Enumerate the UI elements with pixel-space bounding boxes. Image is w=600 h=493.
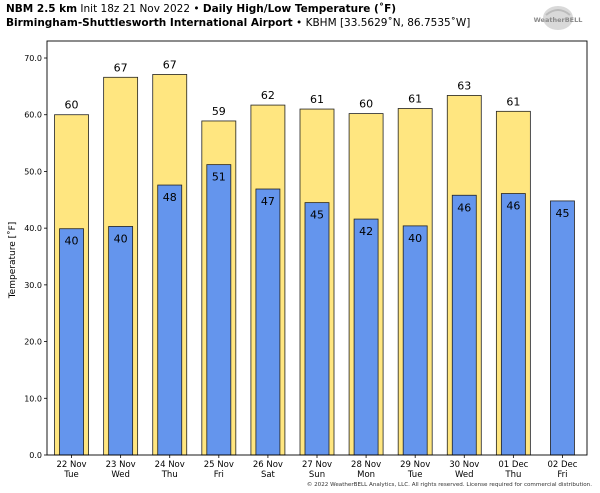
low-temp-label: 47 bbox=[261, 195, 275, 208]
low-temp-label: 40 bbox=[65, 235, 79, 248]
x-tick-day: Thu bbox=[161, 470, 178, 480]
high-temp-label: 61 bbox=[310, 93, 324, 106]
x-tick-day: Tue bbox=[407, 470, 423, 480]
plot-frame bbox=[46, 40, 588, 456]
x-tick-day: Fri bbox=[557, 470, 567, 480]
low-temp-label: 51 bbox=[212, 171, 226, 184]
station-name: Birmingham-Shuttlesworth International A… bbox=[6, 17, 293, 29]
high-temp-label: 63 bbox=[457, 79, 471, 92]
y-tick-label: 70.0 bbox=[24, 54, 42, 63]
high-temp-label: 62 bbox=[261, 89, 275, 102]
x-tick-date: 26 Nov bbox=[253, 460, 283, 470]
x-tick-date: 22 Nov bbox=[56, 460, 86, 470]
copyright-footer: © 2022 WeatherBELL Analytics, LLC. All r… bbox=[306, 482, 592, 488]
x-tick-day: Thu bbox=[504, 470, 521, 480]
x-tick-date: 27 Nov bbox=[302, 460, 332, 470]
low-temp-label: 40 bbox=[114, 232, 128, 245]
x-tick-day: Mon bbox=[357, 470, 375, 480]
x-tick-date: 24 Nov bbox=[155, 460, 185, 470]
low-temp-label: 45 bbox=[555, 207, 569, 220]
low-temp-bar bbox=[157, 184, 183, 456]
weatherbell-logo: WeatherBELL bbox=[534, 6, 583, 30]
low-temp-bar bbox=[255, 188, 281, 456]
x-tick-day: Fri bbox=[214, 470, 224, 480]
x-tick-date: 25 Nov bbox=[204, 460, 234, 470]
separator: • bbox=[193, 3, 200, 15]
low-temp-bar bbox=[451, 194, 477, 456]
low-temp-label: 42 bbox=[359, 225, 373, 238]
x-tick-date: 01 Dec bbox=[498, 460, 528, 470]
product-title: Daily High/Low Temperature (˚F) bbox=[202, 3, 397, 15]
low-temp-label: 46 bbox=[506, 200, 520, 213]
high-temp-label: 59 bbox=[212, 105, 226, 118]
y-tick-label: 30.0 bbox=[24, 281, 42, 290]
x-tick-day: Sat bbox=[261, 470, 276, 480]
high-temp-label: 60 bbox=[359, 98, 373, 111]
init-time: Init 18z 21 Nov 2022 bbox=[80, 3, 191, 15]
high-temp-label: 67 bbox=[114, 61, 128, 74]
x-tick-date: 30 Nov bbox=[449, 460, 479, 470]
low-temp-label: 40 bbox=[408, 232, 422, 245]
x-tick-date: 23 Nov bbox=[106, 460, 136, 470]
high-temp-label: 60 bbox=[65, 99, 79, 112]
low-temp-label: 46 bbox=[457, 201, 471, 214]
x-tick-day: Tue bbox=[63, 470, 79, 480]
low-temp-label: 48 bbox=[163, 191, 177, 204]
chart-header-line2: Birmingham-Shuttlesworth International A… bbox=[6, 17, 470, 29]
model-name: NBM 2.5 km bbox=[6, 3, 78, 15]
high-temp-label: 61 bbox=[408, 92, 422, 105]
low-temp-bar bbox=[304, 202, 330, 456]
x-tick-date: 02 Dec bbox=[547, 460, 577, 470]
low-temp-bar bbox=[353, 218, 379, 456]
low-temp-label: 45 bbox=[310, 209, 324, 222]
logo-arc bbox=[545, 9, 571, 16]
y-tick-label: 60.0 bbox=[24, 111, 42, 120]
separator: • bbox=[296, 17, 303, 29]
high-temp-label: 67 bbox=[163, 58, 177, 71]
x-tick-day: Wed bbox=[455, 470, 474, 480]
low-temp-bar bbox=[59, 228, 84, 456]
y-axis-label: Temperature [˚F] bbox=[7, 222, 18, 300]
low-temp-bar bbox=[402, 225, 428, 456]
x-tick-day: Sun bbox=[309, 470, 325, 480]
y-tick-label: 20.0 bbox=[24, 338, 42, 347]
low-temp-bar bbox=[550, 200, 575, 456]
low-temp-bar bbox=[500, 193, 526, 456]
x-tick-date: 28 Nov bbox=[351, 460, 381, 470]
y-tick-label: 50.0 bbox=[24, 167, 42, 176]
y-tick-label: 10.0 bbox=[24, 394, 42, 403]
low-temp-bar bbox=[108, 226, 134, 456]
x-tick-day: Wed bbox=[111, 470, 130, 480]
x-tick-date: 29 Nov bbox=[400, 460, 430, 470]
chart-header-line1: NBM 2.5 km Init 18z 21 Nov 2022 • Daily … bbox=[6, 3, 396, 15]
y-tick-label: 40.0 bbox=[24, 224, 42, 233]
logo-text: WeatherBELL bbox=[534, 16, 583, 24]
y-tick-label: 0.0 bbox=[29, 451, 42, 460]
low-temp-bar bbox=[206, 164, 232, 456]
high-temp-label: 61 bbox=[506, 95, 520, 108]
bars-layer: 60 40 67 40 67 48 59 51 62 47 61 45 60 42 61 40 63 46 61 46… bbox=[54, 58, 575, 456]
station-location: KBHM [33.5629˚N, 86.7535˚W] bbox=[305, 17, 471, 29]
